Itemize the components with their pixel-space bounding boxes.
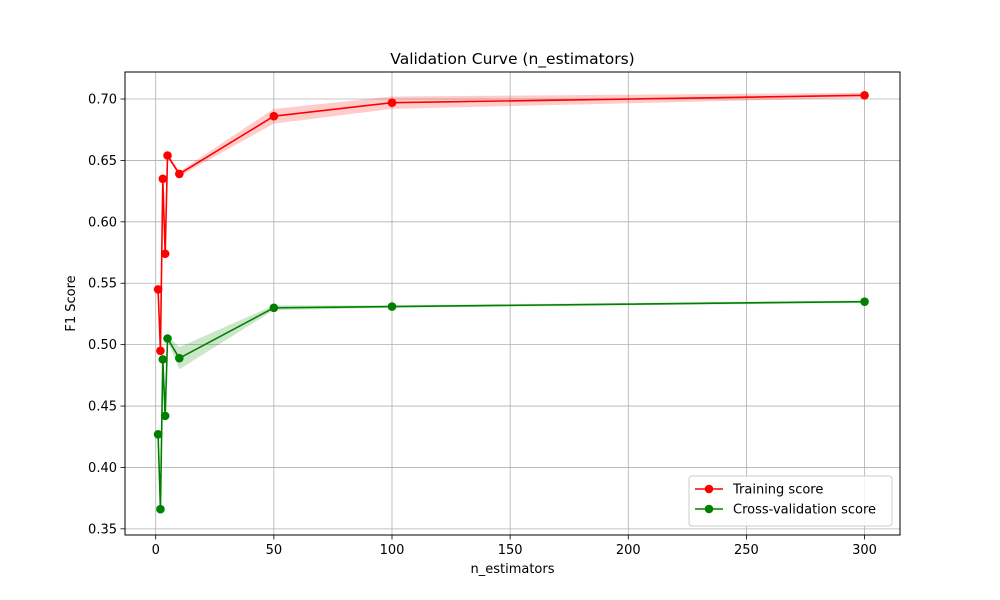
cross-validation-score-point bbox=[160, 411, 170, 421]
plot-frame bbox=[124, 71, 901, 536]
training-score-point bbox=[860, 91, 869, 100]
cross-validation-score-point bbox=[158, 355, 168, 364]
x-tick-label: 50 bbox=[266, 543, 283, 558]
training-score-point bbox=[158, 174, 168, 184]
training-score-point bbox=[175, 169, 184, 179]
confidence-bands bbox=[158, 92, 865, 511]
x-tick-label: 250 bbox=[734, 543, 759, 558]
cross-validation-score-legend-label: Cross-validation score bbox=[733, 503, 876, 518]
axis-ticks: 0 50 100 150 200 250 300 0.35 0.40 0.45 0.50 0.55 0.… bbox=[88, 93, 877, 558]
chart-title: Validation Curve (n_estimators) bbox=[390, 50, 634, 69]
y-tick-label: 0.60 bbox=[88, 215, 117, 230]
x-tick-label: 300 bbox=[852, 543, 877, 558]
y-tick-label: 0.50 bbox=[88, 338, 117, 353]
y-tick-label: 0.35 bbox=[88, 522, 117, 537]
y-tick-label: 0.65 bbox=[88, 154, 117, 169]
y-tick-label: 0.40 bbox=[88, 461, 117, 476]
training-score-point bbox=[153, 285, 163, 294]
x-tick-label: 150 bbox=[498, 543, 523, 558]
cross-validation-score-point bbox=[860, 297, 869, 306]
legend-box bbox=[688, 475, 893, 527]
x-tick-label: 0 bbox=[152, 543, 160, 558]
cross-validation-score-point bbox=[153, 429, 163, 439]
y-tick-label: 0.70 bbox=[88, 93, 117, 108]
cross-validation-score-point bbox=[163, 334, 172, 343]
training-score-legend-marker bbox=[704, 484, 714, 494]
legend: Training score Cross-validation score bbox=[688, 475, 893, 527]
y-tick-label: 0.55 bbox=[88, 277, 117, 292]
y-axis-title: F1 Score bbox=[64, 275, 79, 331]
cross-validation-score-point bbox=[269, 303, 279, 313]
series-points bbox=[153, 91, 869, 514]
training-score-point bbox=[387, 98, 397, 108]
cross-validation-score-legend-marker bbox=[704, 504, 714, 514]
training-score-point bbox=[160, 249, 170, 259]
training-score-point bbox=[163, 151, 172, 160]
training-score-point bbox=[156, 346, 165, 356]
cross-validation-score-point bbox=[387, 302, 397, 311]
cross-validation-score-point bbox=[175, 353, 184, 363]
x-tick-label: 200 bbox=[616, 543, 641, 558]
cross-validation-score-point bbox=[156, 504, 165, 514]
y-tick-label: 0.45 bbox=[88, 400, 117, 415]
x-axis-title: n_estimators bbox=[470, 562, 554, 577]
training-score-legend-label: Training score bbox=[732, 483, 823, 498]
x-tick-label: 100 bbox=[380, 543, 405, 558]
series-lines bbox=[157, 94, 865, 511]
training-score-point bbox=[269, 111, 279, 121]
